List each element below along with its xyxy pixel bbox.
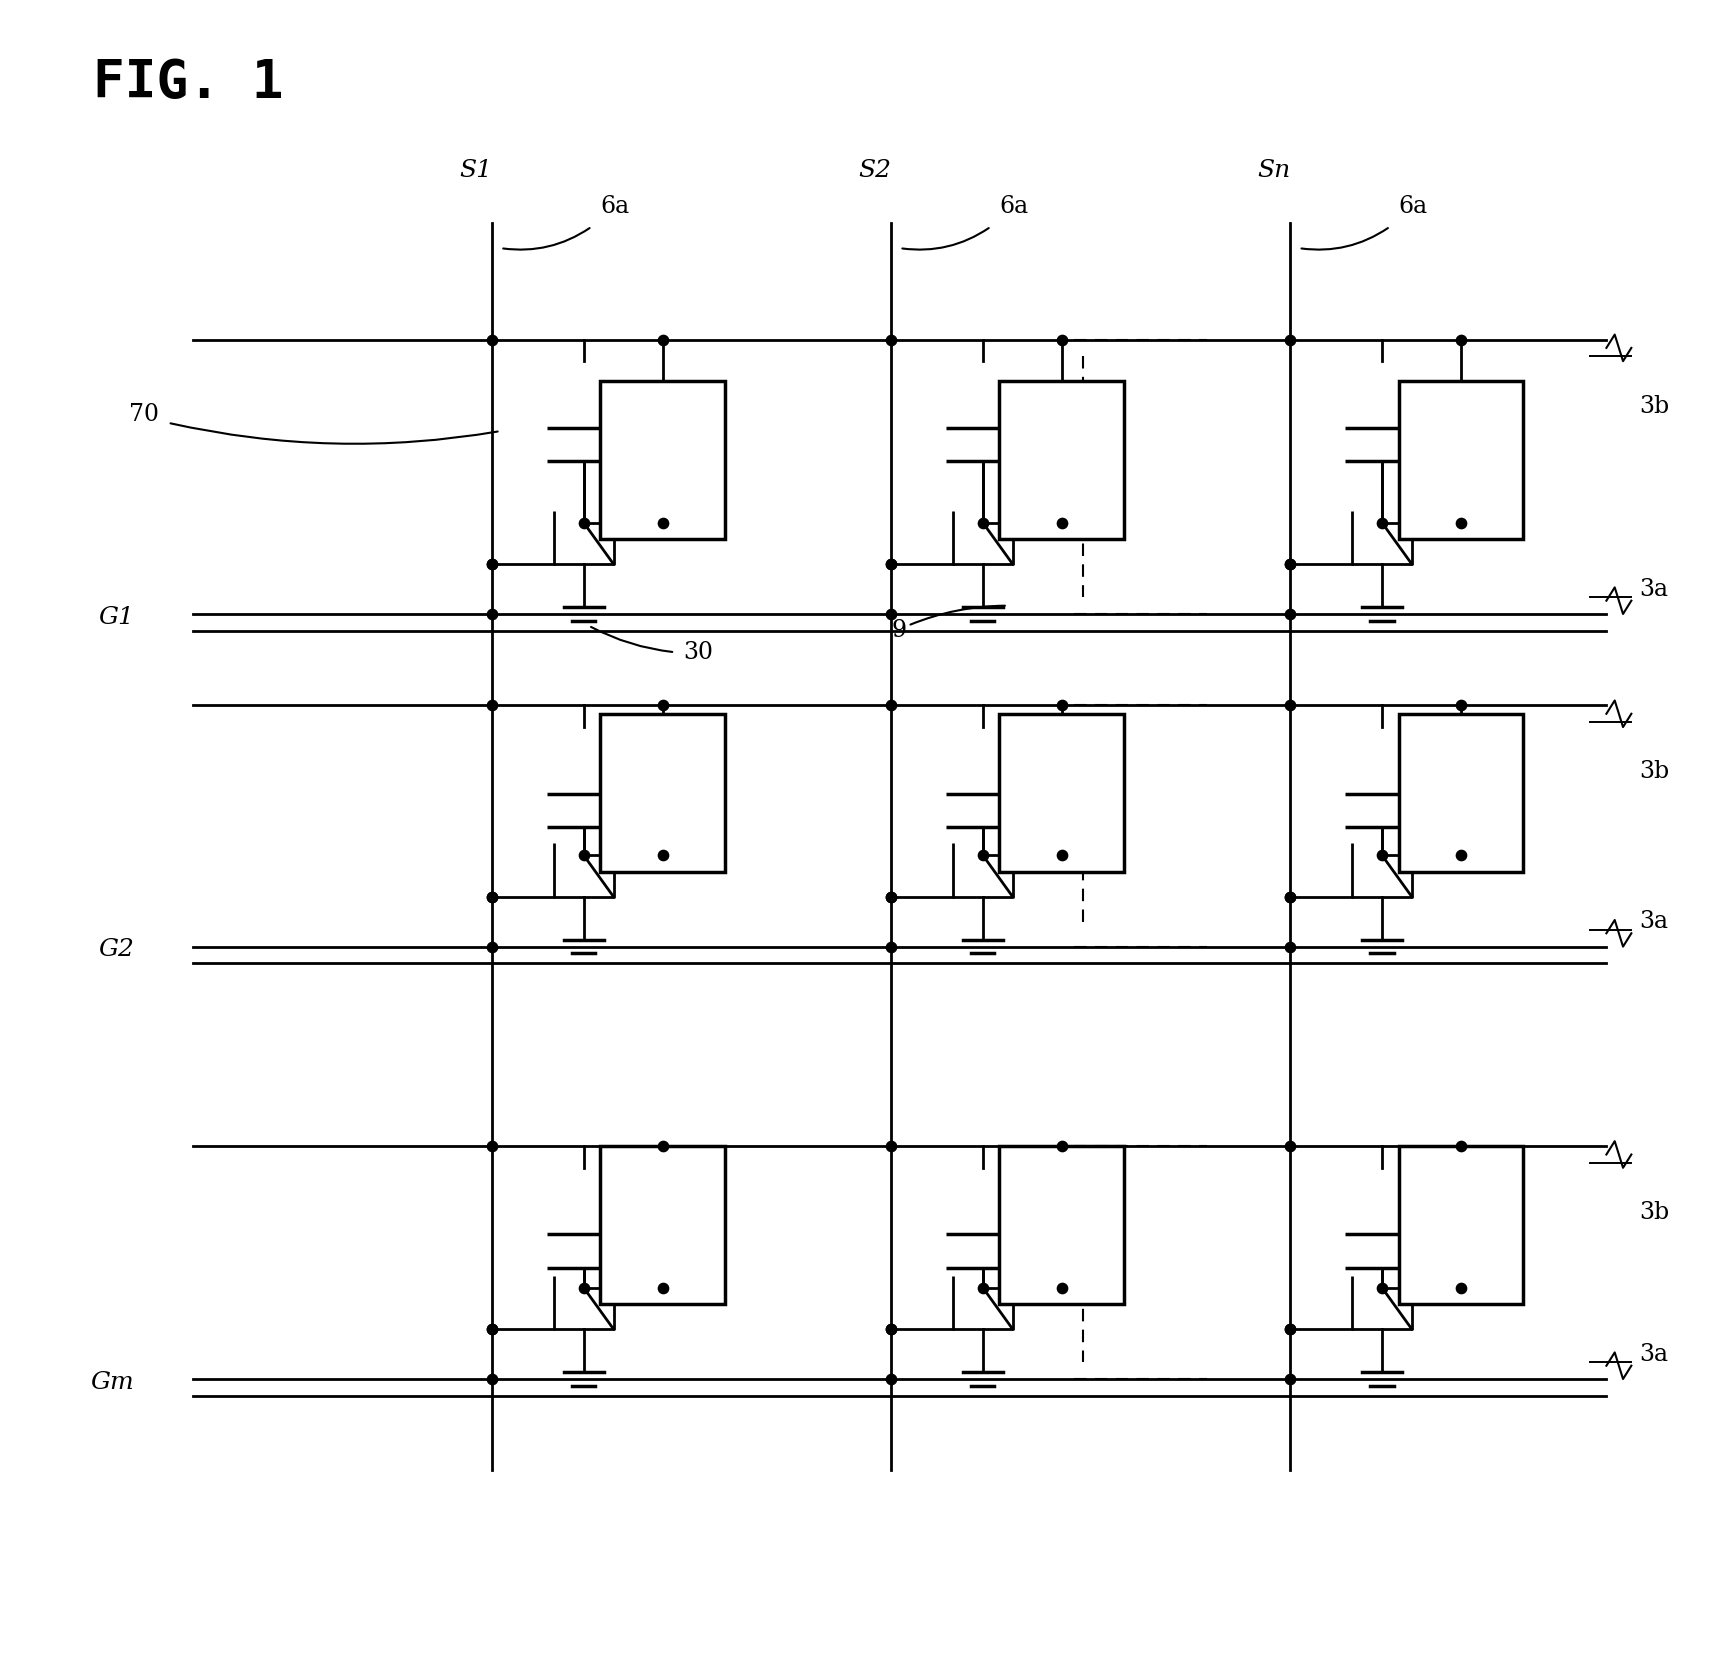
Point <box>479 600 506 627</box>
Point <box>1277 1316 1304 1343</box>
Bar <box>1399 714 1524 872</box>
Point <box>877 884 904 911</box>
Text: 6a: 6a <box>999 195 1028 218</box>
Text: 3a: 3a <box>1640 911 1668 932</box>
Point <box>479 693 506 719</box>
Point <box>877 600 904 627</box>
Text: G1: G1 <box>100 605 134 629</box>
Point <box>479 884 506 911</box>
Point <box>1277 325 1304 352</box>
Point <box>570 510 597 537</box>
Point <box>1447 510 1474 537</box>
Point <box>1048 693 1076 719</box>
Point <box>1048 1132 1076 1159</box>
Text: S1: S1 <box>458 159 492 181</box>
Text: 3a: 3a <box>1640 577 1668 600</box>
Point <box>1277 600 1304 627</box>
Point <box>1368 1275 1395 1301</box>
Point <box>479 1316 506 1343</box>
Point <box>1277 1316 1304 1343</box>
Point <box>970 1275 997 1301</box>
Point <box>877 1316 904 1343</box>
Point <box>1048 325 1076 352</box>
Point <box>1277 1365 1304 1392</box>
Text: 30: 30 <box>683 641 714 664</box>
Text: 6a: 6a <box>1399 195 1428 218</box>
Text: 9: 9 <box>891 619 906 642</box>
Point <box>479 1316 506 1343</box>
Point <box>1048 1275 1076 1301</box>
Point <box>877 884 904 911</box>
Point <box>1277 550 1304 577</box>
Point <box>1277 693 1304 719</box>
Bar <box>601 381 724 538</box>
Point <box>479 1365 506 1392</box>
Point <box>1447 325 1474 352</box>
Point <box>877 932 904 959</box>
Text: S2: S2 <box>858 159 891 181</box>
Point <box>1447 1132 1474 1159</box>
Text: 3b: 3b <box>1640 1201 1670 1224</box>
Point <box>877 550 904 577</box>
Text: 6a: 6a <box>601 195 630 218</box>
Bar <box>601 1145 724 1305</box>
Bar <box>999 381 1124 538</box>
Point <box>1447 1275 1474 1301</box>
Bar <box>1399 1145 1524 1305</box>
Point <box>649 842 676 869</box>
Text: 3b: 3b <box>1640 394 1670 418</box>
Point <box>1368 510 1395 537</box>
Point <box>877 1365 904 1392</box>
Point <box>570 1275 597 1301</box>
Text: FIG. 1: FIG. 1 <box>93 57 283 109</box>
Point <box>877 325 904 352</box>
Point <box>877 693 904 719</box>
Point <box>1048 510 1076 537</box>
Point <box>877 1316 904 1343</box>
Point <box>1447 842 1474 869</box>
Bar <box>601 714 724 872</box>
Text: Sn: Sn <box>1258 159 1290 181</box>
Point <box>970 510 997 537</box>
Point <box>1048 842 1076 869</box>
Point <box>649 1132 676 1159</box>
Point <box>479 550 506 577</box>
Text: G2: G2 <box>100 939 134 961</box>
Point <box>479 884 506 911</box>
Text: 70: 70 <box>129 402 160 426</box>
Text: 3a: 3a <box>1640 1343 1668 1365</box>
Point <box>649 1275 676 1301</box>
Point <box>479 325 506 352</box>
Point <box>1447 693 1474 719</box>
Point <box>877 1132 904 1159</box>
Bar <box>1399 381 1524 538</box>
Point <box>877 550 904 577</box>
Text: 3b: 3b <box>1640 760 1670 783</box>
Point <box>570 842 597 869</box>
Point <box>1277 884 1304 911</box>
Point <box>970 842 997 869</box>
Point <box>649 693 676 719</box>
Bar <box>999 714 1124 872</box>
Point <box>649 325 676 352</box>
Point <box>1277 884 1304 911</box>
Point <box>649 510 676 537</box>
Point <box>479 932 506 959</box>
Point <box>1368 842 1395 869</box>
Point <box>1277 550 1304 577</box>
Point <box>479 550 506 577</box>
Point <box>479 1132 506 1159</box>
Point <box>1277 932 1304 959</box>
Bar <box>999 1145 1124 1305</box>
Point <box>1277 1132 1304 1159</box>
Text: Gm: Gm <box>91 1370 134 1394</box>
